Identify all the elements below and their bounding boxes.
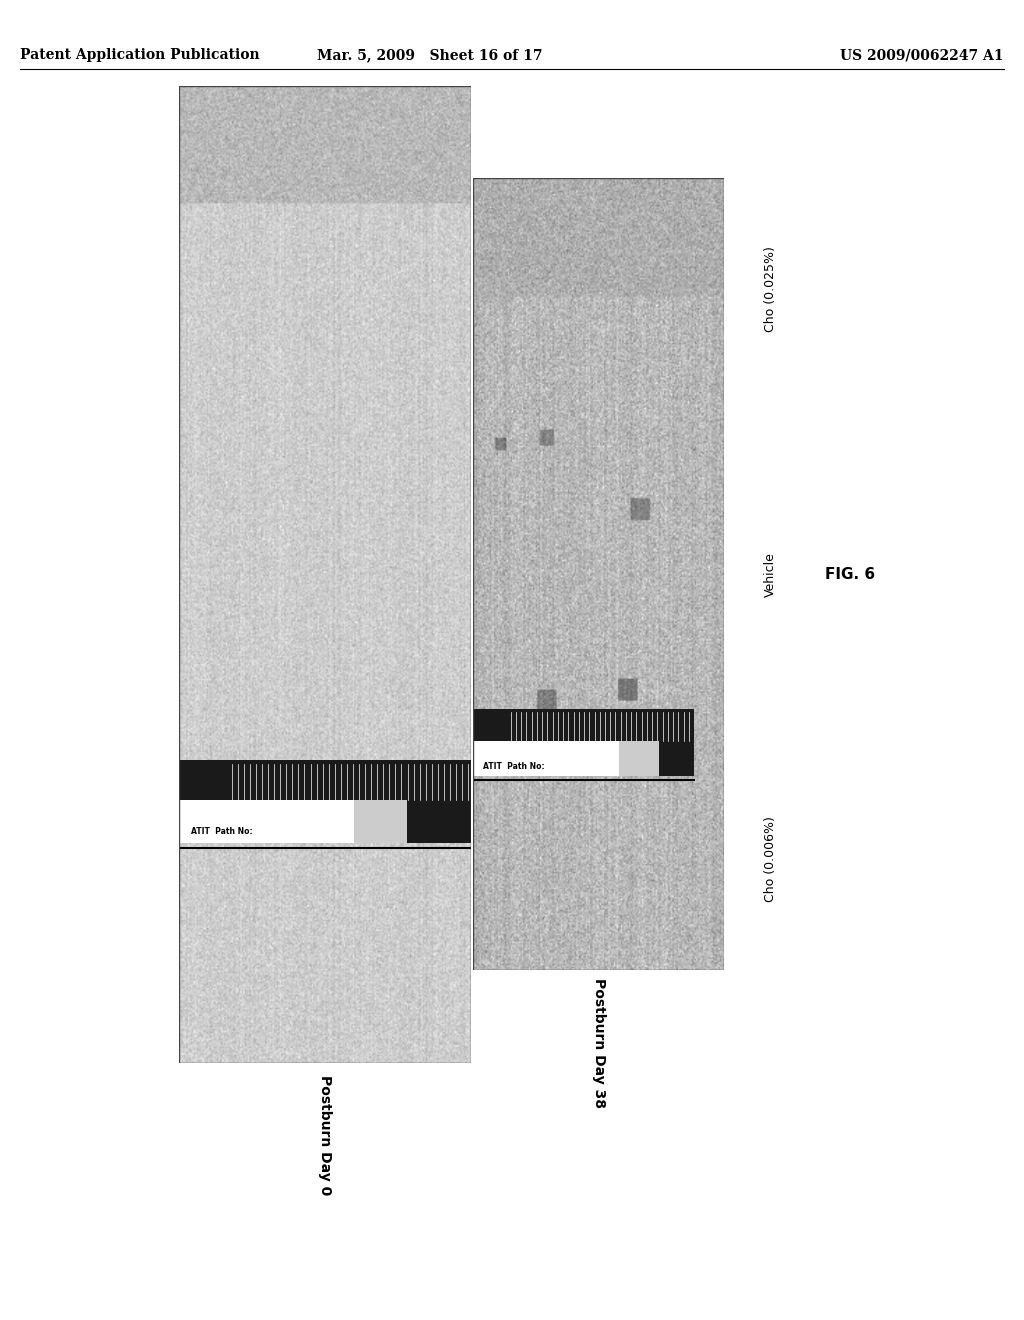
Text: US 2009/0062247 A1: US 2009/0062247 A1 (840, 49, 1004, 62)
Text: D: D (478, 566, 490, 582)
Text: Mar. 5, 2009   Sheet 16 of 17: Mar. 5, 2009 Sheet 16 of 17 (317, 49, 543, 62)
Text: ATIT  Path No:: ATIT Path No: (190, 828, 253, 836)
Text: Cho (0.025%): Cho (0.025%) (764, 246, 776, 333)
Text: Postburn Day 0: Postburn Day 0 (318, 1074, 332, 1196)
Bar (179, 760, 471, 842)
Bar (473, 741, 618, 776)
Text: Cho (0.006%): Cho (0.006%) (764, 816, 776, 903)
Text: A: A (187, 1032, 199, 1047)
Bar (618, 741, 658, 776)
Text: FIG. 6: FIG. 6 (825, 566, 874, 582)
Bar (473, 709, 694, 776)
Bar (179, 800, 354, 842)
Text: B: B (478, 942, 489, 957)
Text: Vehicle: Vehicle (764, 552, 776, 597)
Text: C: C (187, 566, 199, 582)
Bar (354, 800, 407, 842)
Text: E: E (187, 288, 198, 304)
Text: Postburn Day 38: Postburn Day 38 (592, 978, 605, 1107)
Text: Patent Application Publication: Patent Application Publication (20, 49, 260, 62)
Text: F: F (478, 341, 488, 356)
Text: ATIT  Path No:: ATIT Path No: (483, 762, 545, 771)
